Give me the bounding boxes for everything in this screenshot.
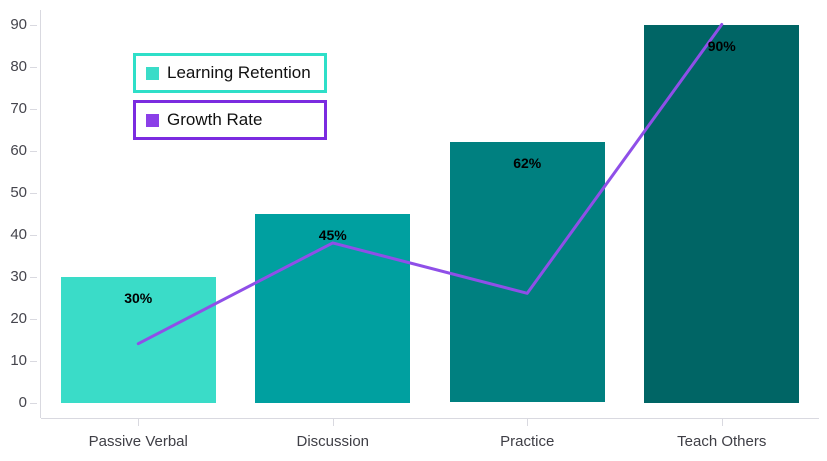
legend-item-learning-retention[interactable]: Learning Retention <box>133 53 327 93</box>
x-tick-mark <box>138 419 140 426</box>
category-label-passive-verbal: Passive Verbal <box>88 433 188 450</box>
category-label-teach-others: Teach Others <box>677 433 767 450</box>
bar-teach-others <box>644 24 800 403</box>
bar-practice <box>449 142 605 403</box>
y-tick-label: 80 <box>10 57 27 75</box>
x-tick-mark <box>527 419 529 426</box>
y-tick-label: 50 <box>10 183 27 201</box>
legend-label-learning-retention: Learning Retention <box>167 63 311 82</box>
y-tick-mark <box>30 402 37 404</box>
y-tick-label: 70 <box>10 99 27 117</box>
category-label-discussion: Discussion <box>296 433 370 450</box>
y-axis-line <box>40 10 41 418</box>
x-axis-line <box>41 418 819 419</box>
learning-retention-swatch-icon <box>146 66 159 80</box>
y-tick-mark <box>30 192 37 194</box>
bar-passive-verbal <box>60 276 216 403</box>
x-tick-mark <box>721 419 723 426</box>
legend-item-growth-rate[interactable]: Growth Rate <box>133 100 327 140</box>
y-tick-label: 20 <box>10 309 27 327</box>
category-label-practice: Practice <box>500 433 555 450</box>
y-tick-label: 60 <box>10 141 27 159</box>
y-tick-label: 30 <box>10 267 27 285</box>
growth-rate-swatch-icon <box>146 113 159 127</box>
y-tick-mark <box>30 66 37 68</box>
y-tick-mark <box>30 318 37 320</box>
legend-label-growth-rate: Growth Rate <box>167 110 263 129</box>
y-tick-mark <box>30 234 37 236</box>
chart-legend: Learning Retention Growth Rate <box>133 53 327 147</box>
bar-discussion <box>255 213 411 403</box>
y-tick-mark <box>30 150 37 152</box>
y-tick-mark <box>30 108 37 110</box>
x-tick-mark <box>332 419 334 426</box>
y-tick-label: 10 <box>10 351 27 369</box>
y-tick-label: 0 <box>18 393 27 411</box>
y-tick-mark <box>30 276 37 278</box>
y-tick-mark <box>30 24 37 26</box>
y-tick-label: 90 <box>10 15 27 33</box>
y-tick-label: 40 <box>10 225 27 243</box>
y-tick-mark <box>30 360 37 362</box>
